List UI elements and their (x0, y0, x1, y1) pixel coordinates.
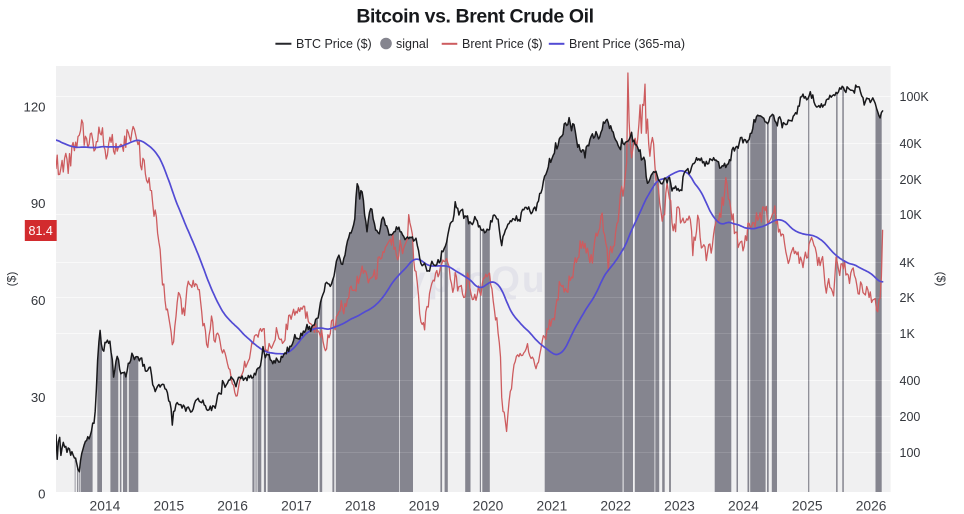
svg-text:90: 90 (31, 196, 46, 211)
svg-text:100: 100 (900, 446, 921, 460)
svg-text:2023: 2023 (664, 499, 695, 514)
svg-text:2020: 2020 (473, 499, 504, 514)
svg-text:200: 200 (900, 410, 921, 424)
svg-text:2K: 2K (900, 291, 916, 305)
svg-text:2015: 2015 (153, 499, 184, 514)
svg-text:30: 30 (31, 390, 46, 405)
svg-text:2019: 2019 (409, 499, 440, 514)
svg-text:2022: 2022 (600, 499, 631, 514)
svg-text:BTC Price ($): BTC Price ($) (296, 37, 372, 51)
svg-text:2026: 2026 (856, 499, 887, 514)
svg-text:($): ($) (934, 272, 948, 287)
svg-text:100K: 100K (900, 90, 930, 104)
svg-text:2014: 2014 (90, 499, 121, 514)
svg-text:60: 60 (31, 293, 46, 308)
svg-text:400: 400 (900, 374, 921, 388)
svg-text:120: 120 (23, 99, 45, 114)
svg-text:20K: 20K (900, 173, 923, 187)
svg-text:10K: 10K (900, 208, 923, 222)
svg-text:2021: 2021 (537, 499, 568, 514)
svg-text:2017: 2017 (281, 499, 312, 514)
svg-text:0: 0 (38, 487, 45, 502)
svg-text:Brent Price ($): Brent Price ($) (462, 37, 543, 51)
svg-text:2024: 2024 (728, 499, 759, 514)
svg-text:signal: signal (396, 37, 429, 51)
svg-text:40K: 40K (900, 137, 923, 151)
svg-text:2016: 2016 (217, 499, 248, 514)
svg-text:4K: 4K (900, 256, 916, 270)
svg-text:Brent Price (365-ma): Brent Price (365-ma) (569, 37, 685, 51)
svg-text:1K: 1K (900, 327, 916, 341)
svg-text:2025: 2025 (792, 499, 823, 514)
svg-text:2018: 2018 (345, 499, 376, 514)
svg-text:81.4: 81.4 (29, 224, 53, 238)
svg-text:($): ($) (5, 272, 19, 287)
svg-text:Bitcoin vs. Brent Crude Oil: Bitcoin vs. Brent Crude Oil (356, 6, 593, 28)
